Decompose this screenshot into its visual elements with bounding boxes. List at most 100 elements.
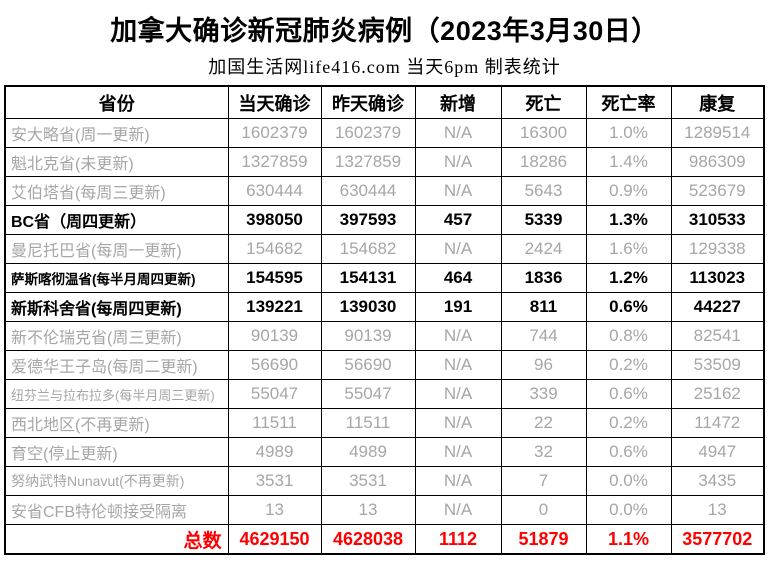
recovered-cell: 44227: [670, 292, 765, 322]
new-cases-cell: N/A: [414, 466, 502, 496]
page: 加拿大确诊新冠肺炎病例（2023年3月30日） 加国生活网life416.com…: [4, 16, 765, 555]
table-row: 安大略省(周一更新) 1602379 1602379 N/A 16300 1.0…: [4, 118, 765, 148]
yesterday-confirmed-cell: 1602379: [320, 118, 416, 148]
total-yesterday-cell: 4628038: [320, 524, 416, 555]
yesterday-confirmed-cell: 630444: [320, 176, 416, 206]
today-confirmed-cell: 1327859: [227, 147, 322, 177]
today-confirmed-cell: 13: [227, 495, 322, 525]
today-confirmed-cell: 3531: [227, 466, 322, 496]
deaths-cell: 0: [500, 495, 587, 525]
total-death-rate-cell: 1.1%: [585, 524, 672, 555]
yesterday-confirmed-cell: 13: [320, 495, 416, 525]
recovered-cell: 3435: [670, 466, 765, 496]
deaths-cell: 22: [500, 408, 587, 438]
table-row: 艾伯塔省(每周三更新) 630444 630444 N/A 5643 0.9% …: [4, 176, 765, 206]
province-cell: 新斯科舍省(每周四更新): [4, 292, 229, 322]
today-confirmed-cell: 398050: [227, 205, 322, 235]
yesterday-confirmed-cell: 397593: [320, 205, 416, 235]
recovered-cell: 129338: [670, 234, 765, 264]
table-row: 安省CFB特伦顿接受隔离 13 13 N/A 0 0.0% 13: [4, 495, 765, 525]
table-row: 魁北克省(未更新) 1327859 1327859 N/A 18286 1.4%…: [4, 147, 765, 177]
today-confirmed-cell: 56690: [227, 350, 322, 380]
deaths-cell: 744: [500, 321, 587, 351]
province-cell: 曼尼托巴省(每周一更新): [4, 234, 229, 264]
yesterday-confirmed-cell: 55047: [320, 379, 416, 409]
col-header-yesterday: 昨天确诊: [320, 85, 416, 119]
total-new-cell: 1112: [414, 524, 502, 555]
today-confirmed-cell: 11511: [227, 408, 322, 438]
new-cases-cell: 457: [414, 205, 502, 235]
total-row: 总数 4629150 4628038 1112 51879 1.1% 35777…: [4, 524, 765, 555]
death-rate-cell: 1.6%: [585, 234, 672, 264]
province-cell: 安大略省(周一更新): [4, 118, 229, 148]
new-cases-cell: 464: [414, 263, 502, 293]
recovered-cell: 25162: [670, 379, 765, 409]
table-row: 努纳武特Nunavut(不再更新) 3531 3531 N/A 7 0.0% 3…: [4, 466, 765, 496]
province-cell: 育空(停止更新): [4, 437, 229, 467]
table-header-row: 省份 当天确诊 昨天确诊 新增 死亡 死亡率 康复: [4, 85, 765, 119]
yesterday-confirmed-cell: 4989: [320, 437, 416, 467]
today-confirmed-cell: 630444: [227, 176, 322, 206]
province-cell: 安省CFB特伦顿接受隔离: [4, 495, 229, 525]
table-row: 育空(停止更新) 4989 4989 N/A 32 0.6% 4947: [4, 437, 765, 467]
yesterday-confirmed-cell: 154682: [320, 234, 416, 264]
yesterday-confirmed-cell: 1327859: [320, 147, 416, 177]
total-today-cell: 4629150: [227, 524, 322, 555]
col-header-recovered: 康复: [670, 85, 765, 119]
deaths-cell: 16300: [500, 118, 587, 148]
today-confirmed-cell: 4989: [227, 437, 322, 467]
table-row: 新不伦瑞克省(周三更新) 90139 90139 N/A 744 0.8% 82…: [4, 321, 765, 351]
recovered-cell: 53509: [670, 350, 765, 380]
death-rate-cell: 1.4%: [585, 147, 672, 177]
col-header-deaths: 死亡: [500, 85, 587, 119]
deaths-cell: 96: [500, 350, 587, 380]
province-cell: 艾伯塔省(每周三更新): [4, 176, 229, 206]
yesterday-confirmed-cell: 154131: [320, 263, 416, 293]
new-cases-cell: N/A: [414, 118, 502, 148]
province-cell: 萨斯喀彻温省(每半月周四更新): [4, 263, 229, 293]
total-label: 总数: [4, 524, 229, 555]
province-cell: 魁北克省(未更新): [4, 147, 229, 177]
death-rate-cell: 1.2%: [585, 263, 672, 293]
death-rate-cell: 0.9%: [585, 176, 672, 206]
table-body: 安大略省(周一更新) 1602379 1602379 N/A 16300 1.0…: [4, 118, 765, 525]
deaths-cell: 7: [500, 466, 587, 496]
recovered-cell: 82541: [670, 321, 765, 351]
table-row: 爱德华王子岛(每周二更新) 56690 56690 N/A 96 0.2% 53…: [4, 350, 765, 380]
recovered-cell: 523679: [670, 176, 765, 206]
death-rate-cell: 1.3%: [585, 205, 672, 235]
death-rate-cell: 0.8%: [585, 321, 672, 351]
deaths-cell: 1836: [500, 263, 587, 293]
total-recovered-cell: 3577702: [670, 524, 765, 555]
recovered-cell: 4947: [670, 437, 765, 467]
death-rate-cell: 0.0%: [585, 466, 672, 496]
new-cases-cell: N/A: [414, 176, 502, 206]
new-cases-cell: N/A: [414, 437, 502, 467]
province-cell: BC省（周四更新）: [4, 205, 229, 235]
deaths-cell: 811: [500, 292, 587, 322]
today-confirmed-cell: 154682: [227, 234, 322, 264]
yesterday-confirmed-cell: 90139: [320, 321, 416, 351]
table-row: BC省（周四更新） 398050 397593 457 5339 1.3% 31…: [4, 205, 765, 235]
new-cases-cell: N/A: [414, 147, 502, 177]
today-confirmed-cell: 154595: [227, 263, 322, 293]
covid-cases-table: 省份 当天确诊 昨天确诊 新增 死亡 死亡率 康复 安大略省(周一更新) 160…: [4, 85, 765, 555]
new-cases-cell: N/A: [414, 408, 502, 438]
col-header-death-rate: 死亡率: [585, 85, 672, 119]
deaths-cell: 5339: [500, 205, 587, 235]
new-cases-cell: N/A: [414, 495, 502, 525]
today-confirmed-cell: 1602379: [227, 118, 322, 148]
yesterday-confirmed-cell: 3531: [320, 466, 416, 496]
death-rate-cell: 0.6%: [585, 292, 672, 322]
death-rate-cell: 0.2%: [585, 408, 672, 438]
today-confirmed-cell: 139221: [227, 292, 322, 322]
new-cases-cell: N/A: [414, 234, 502, 264]
deaths-cell: 339: [500, 379, 587, 409]
col-header-new: 新增: [414, 85, 502, 119]
table-row: 西北地区(不再更新) 11511 11511 N/A 22 0.2% 11472: [4, 408, 765, 438]
death-rate-cell: 0.6%: [585, 437, 672, 467]
new-cases-cell: N/A: [414, 321, 502, 351]
death-rate-cell: 0.2%: [585, 350, 672, 380]
new-cases-cell: N/A: [414, 379, 502, 409]
recovered-cell: 11472: [670, 408, 765, 438]
